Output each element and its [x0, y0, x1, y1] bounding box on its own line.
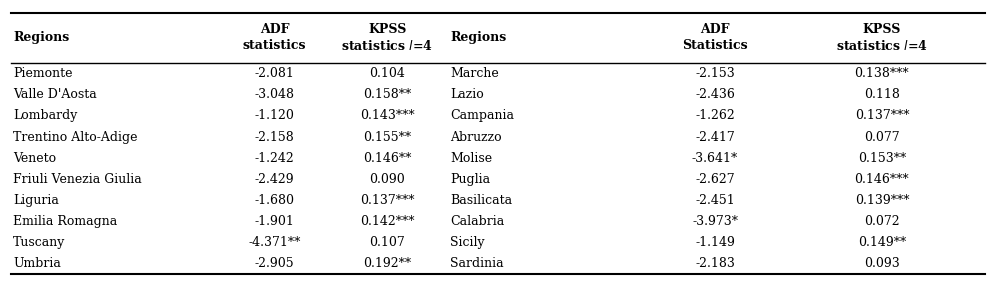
Text: 0.137***: 0.137***	[855, 110, 909, 122]
Text: 0.158**: 0.158**	[364, 88, 411, 101]
Text: Puglia: Puglia	[450, 173, 490, 186]
Text: Sicily: Sicily	[450, 236, 485, 249]
Text: -4.371**: -4.371**	[248, 236, 301, 249]
Text: Molise: Molise	[450, 152, 492, 165]
Text: 0.107: 0.107	[370, 236, 405, 249]
Text: KPSS
statistics $l$=4: KPSS statistics $l$=4	[836, 23, 928, 53]
Text: 0.072: 0.072	[865, 215, 899, 228]
Text: -2.627: -2.627	[695, 173, 735, 186]
Text: 0.093: 0.093	[864, 257, 899, 270]
Text: -1.262: -1.262	[695, 110, 735, 122]
Text: Marche: Marche	[450, 67, 499, 80]
Text: Liguria: Liguria	[13, 194, 59, 207]
Text: -1.680: -1.680	[255, 194, 295, 207]
Text: 0.192**: 0.192**	[364, 257, 411, 270]
Text: 0.104: 0.104	[370, 67, 405, 80]
Text: -2.905: -2.905	[255, 257, 295, 270]
Text: 0.155**: 0.155**	[364, 131, 411, 144]
Text: 0.139***: 0.139***	[855, 194, 909, 207]
Text: -1.120: -1.120	[255, 110, 295, 122]
Text: Trentino Alto-Adige: Trentino Alto-Adige	[13, 131, 137, 144]
Text: -2.183: -2.183	[695, 257, 735, 270]
Text: KPSS
statistics $l$=4: KPSS statistics $l$=4	[342, 23, 433, 53]
Text: Emilia Romagna: Emilia Romagna	[13, 215, 118, 228]
Text: Regions: Regions	[450, 32, 507, 45]
Text: -2.429: -2.429	[255, 173, 295, 186]
Text: Friuli Venezia Giulia: Friuli Venezia Giulia	[13, 173, 142, 186]
Text: 0.090: 0.090	[370, 173, 405, 186]
Text: 0.153**: 0.153**	[858, 152, 906, 165]
Text: 0.138***: 0.138***	[855, 67, 909, 80]
Text: -1.149: -1.149	[695, 236, 735, 249]
Text: -3.641*: -3.641*	[692, 152, 738, 165]
Text: ADF
statistics: ADF statistics	[243, 24, 307, 53]
Text: 0.137***: 0.137***	[360, 194, 414, 207]
Text: 0.146***: 0.146***	[855, 173, 909, 186]
Text: Lombardy: Lombardy	[13, 110, 78, 122]
Text: Calabria: Calabria	[450, 215, 505, 228]
Text: Campania: Campania	[450, 110, 514, 122]
Text: -2.153: -2.153	[695, 67, 735, 80]
Text: 0.143***: 0.143***	[360, 110, 414, 122]
Text: -2.417: -2.417	[695, 131, 735, 144]
Text: -3.973*: -3.973*	[692, 215, 738, 228]
Text: 0.146**: 0.146**	[364, 152, 411, 165]
Text: -2.081: -2.081	[255, 67, 295, 80]
Text: Tuscany: Tuscany	[13, 236, 66, 249]
Text: Abruzzo: Abruzzo	[450, 131, 502, 144]
Text: 0.077: 0.077	[865, 131, 899, 144]
Text: Piemonte: Piemonte	[13, 67, 73, 80]
Text: Basilicata: Basilicata	[450, 194, 513, 207]
Text: Regions: Regions	[13, 32, 70, 45]
Text: 0.149**: 0.149**	[858, 236, 906, 249]
Text: Umbria: Umbria	[13, 257, 61, 270]
Text: ADF
Statistics: ADF Statistics	[682, 24, 748, 53]
Text: -3.048: -3.048	[255, 88, 295, 101]
Text: 0.142***: 0.142***	[360, 215, 414, 228]
Text: -1.901: -1.901	[255, 215, 295, 228]
Text: Sardinia: Sardinia	[450, 257, 504, 270]
Text: Valle D'Aosta: Valle D'Aosta	[13, 88, 97, 101]
Text: -2.436: -2.436	[695, 88, 735, 101]
Text: Veneto: Veneto	[13, 152, 57, 165]
Text: -2.158: -2.158	[255, 131, 295, 144]
Text: 0.118: 0.118	[864, 88, 899, 101]
Text: Lazio: Lazio	[450, 88, 484, 101]
Text: -1.242: -1.242	[255, 152, 295, 165]
Text: -2.451: -2.451	[695, 194, 735, 207]
